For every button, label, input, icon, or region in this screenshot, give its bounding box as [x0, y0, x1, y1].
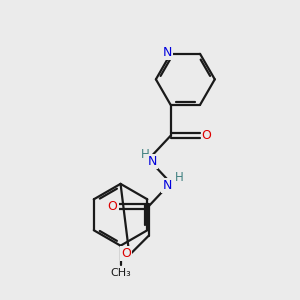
Text: H: H — [141, 148, 150, 160]
Text: N: N — [162, 179, 172, 192]
Text: N: N — [147, 155, 157, 168]
Text: O: O — [202, 129, 212, 142]
Text: O: O — [121, 247, 131, 260]
Text: CH₃: CH₃ — [110, 268, 131, 278]
Text: H: H — [175, 171, 183, 184]
Text: N: N — [163, 46, 172, 59]
Text: O: O — [108, 200, 118, 213]
